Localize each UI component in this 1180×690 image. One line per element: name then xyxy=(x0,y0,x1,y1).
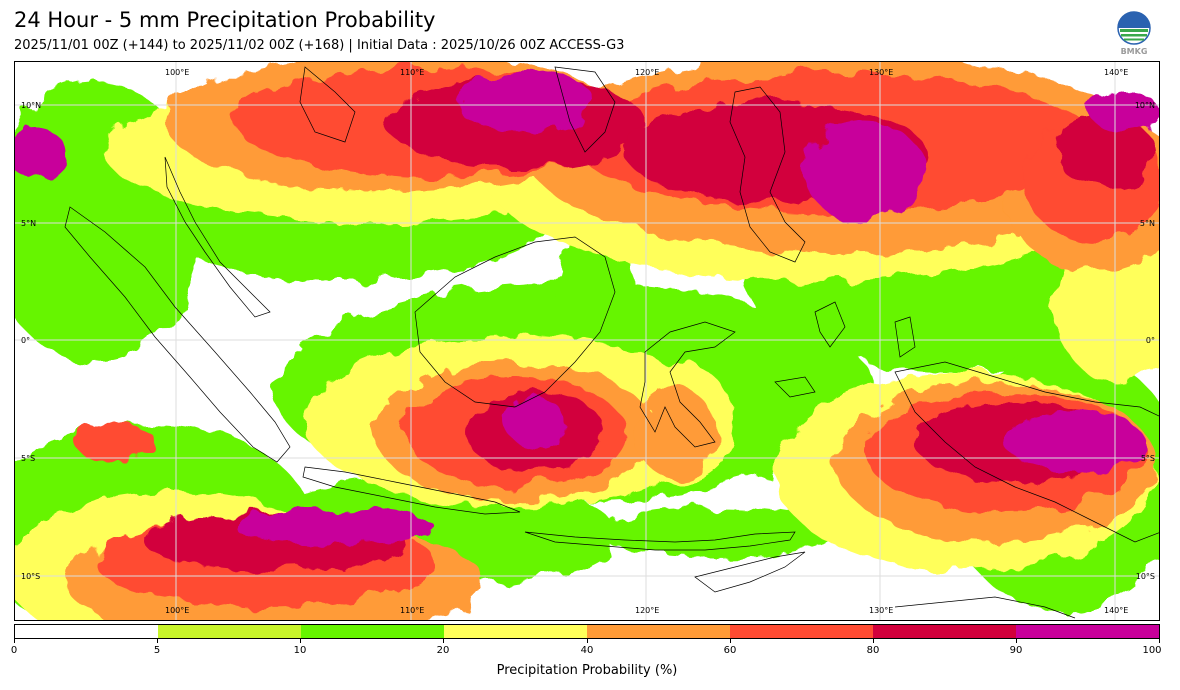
colorbar-segment xyxy=(444,625,587,638)
colorbar-tick xyxy=(873,639,874,643)
lon-label-bottom: 100°E xyxy=(165,606,189,615)
colorbar-tick-label: 100 xyxy=(1142,645,1162,656)
colorbar-segment xyxy=(587,625,730,638)
colorbar-tick-label: 5 xyxy=(153,645,161,656)
graticule-labels: 100°E 110°E 120°E 130°E 140°E 100°E 110°… xyxy=(21,68,1155,615)
colorbar-tick xyxy=(730,639,731,643)
logo-text: BMKG xyxy=(1121,47,1148,56)
colorbar-segment xyxy=(873,625,1016,638)
map-canvas: 100°E 110°E 120°E 130°E 140°E 100°E 110°… xyxy=(15,62,1159,620)
lat-label-right: 0° xyxy=(1146,336,1155,345)
colorbar-tick-label: 10 xyxy=(293,645,307,656)
colorbar-tick-label: 90 xyxy=(1009,645,1023,656)
lat-label-right: 5°N xyxy=(1140,219,1155,228)
lat-label-left: 0° xyxy=(21,336,30,345)
colorbar-tick xyxy=(300,639,301,643)
lon-label-bottom: 140°E xyxy=(1104,606,1128,615)
bmkg-logo: BMKG xyxy=(1117,11,1151,56)
lon-label-bottom: 120°E xyxy=(635,606,659,615)
lat-label-left: 10°S xyxy=(21,572,40,581)
lon-label-top: 100°E xyxy=(165,68,189,77)
lat-label-right: 10°S xyxy=(1136,572,1155,581)
graticule xyxy=(15,62,1159,620)
lat-label-right: 5°S xyxy=(1141,454,1155,463)
lon-label-bottom: 110°E xyxy=(400,606,424,615)
colorbar-segment xyxy=(1016,625,1159,638)
colorbar-tick-label: 60 xyxy=(723,645,737,656)
colorbar-segment xyxy=(15,625,158,638)
colorbar-tick xyxy=(157,639,158,643)
lat-label-left: 5°N xyxy=(21,219,36,228)
coastlines xyxy=(64,66,1159,619)
chart-title: 24 Hour - 5 mm Precipitation Probability xyxy=(14,8,436,32)
colorbar xyxy=(14,624,1160,639)
colorbar-tick-label: 0 xyxy=(10,645,18,656)
colorbar-tick-label: 20 xyxy=(436,645,450,656)
lat-label-left: 10°N xyxy=(21,101,41,110)
colorbar-tick xyxy=(1016,639,1017,643)
lon-label-top: 120°E xyxy=(635,68,659,77)
colorbar-tick xyxy=(587,639,588,643)
colorbar-segment xyxy=(158,625,301,638)
precipitation-map: 100°E 110°E 120°E 130°E 140°E 100°E 110°… xyxy=(14,61,1160,621)
lat-label-right: 10°N xyxy=(1135,101,1155,110)
colorbar-tick xyxy=(1159,639,1160,643)
lon-label-top: 110°E xyxy=(400,68,424,77)
colorbar-tick-label: 80 xyxy=(866,645,880,656)
colorbar-tick-label: 40 xyxy=(580,645,594,656)
lon-label-top: 140°E xyxy=(1104,68,1128,77)
lon-label-top: 130°E xyxy=(869,68,893,77)
colorbar-segment xyxy=(730,625,873,638)
colorbar-tick xyxy=(443,639,444,643)
colorbar-segment xyxy=(301,625,444,638)
colorbar-label: Precipitation Probability (%) xyxy=(496,663,678,678)
chart-subtitle: 2025/11/01 00Z (+144) to 2025/11/02 00Z … xyxy=(14,38,625,53)
colorbar-tick xyxy=(14,639,15,643)
precip-fields xyxy=(15,62,1159,620)
lon-label-bottom: 130°E xyxy=(869,606,893,615)
lat-label-left: 5°S xyxy=(21,454,35,463)
